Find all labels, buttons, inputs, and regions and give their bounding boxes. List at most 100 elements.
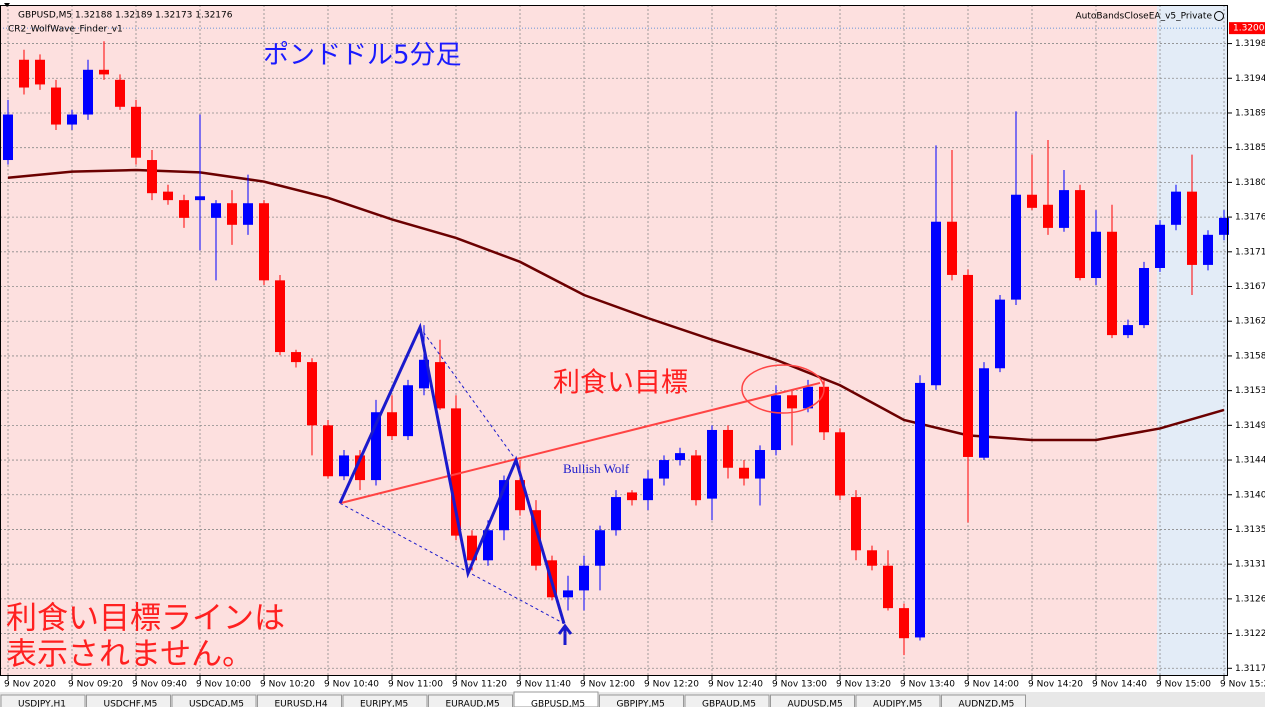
- candle-body: [323, 425, 333, 477]
- target-label: 利食い目標: [553, 368, 688, 399]
- x-tick-label: 9 Nov 14:20: [1028, 680, 1083, 690]
- tab[interactable]: [513, 691, 599, 707]
- candle-body: [483, 530, 493, 561]
- tab[interactable]: [684, 694, 770, 707]
- tab-label[interactable]: AUDUSD,M5: [788, 700, 843, 707]
- x-tick-label: 9 Nov 2020: [4, 680, 56, 690]
- x-tick-label: 9 Nov 12:20: [644, 680, 699, 690]
- candle-body: [1155, 224, 1165, 269]
- candle-body: [803, 386, 813, 409]
- candle-body: [275, 280, 285, 353]
- y-tick-label: 1.3185: [1235, 143, 1265, 153]
- y-tick-label: 1.3194: [1235, 74, 1265, 84]
- tab[interactable]: [599, 694, 684, 707]
- marks: [3, 41, 1229, 656]
- tab-label[interactable]: EURUSD,H4: [275, 700, 328, 707]
- candle-body: [403, 385, 413, 437]
- x-tick-label: 9 Nov 15:00: [1156, 680, 1211, 690]
- x-tick-label: 9 Nov 13:20: [836, 680, 891, 690]
- candle-body: [515, 480, 525, 511]
- x-tick-label: 9 Nov 14:40: [1092, 680, 1147, 690]
- y-tick-label: 1.3135: [1235, 525, 1265, 535]
- tab-label[interactable]: GBPAUD,M5: [702, 700, 756, 707]
- tab[interactable]: [770, 694, 855, 707]
- y-tick-label: 1.3149: [1235, 421, 1265, 431]
- candle-body: [99, 69, 109, 75]
- candle-body: [611, 497, 621, 531]
- x-tick-label: 9 Nov 13:00: [772, 680, 827, 690]
- candle-body: [1059, 190, 1069, 228]
- tab-label[interactable]: AUDJPY,M5: [873, 700, 922, 707]
- candle-body: [1123, 325, 1133, 336]
- candle-body: [83, 69, 93, 115]
- tab[interactable]: [171, 694, 257, 707]
- y-tick-label: 1.3180: [1235, 178, 1265, 188]
- y-tick-label: 1.3189: [1235, 108, 1265, 118]
- tab-label[interactable]: EURAUD,M5: [446, 700, 500, 707]
- tab-label[interactable]: USDJPY,H1: [18, 700, 66, 707]
- ea-label: AutoBandsCloseEA_v5_Private: [1076, 12, 1213, 22]
- candle-body: [147, 160, 157, 194]
- candle-body: [899, 608, 909, 639]
- candle-body: [627, 492, 637, 501]
- tab[interactable]: [855, 694, 941, 707]
- candle-body: [787, 395, 797, 409]
- chart-header: GBPUSD,M5 1.32188 1.32189 1.32173 1.3217…: [18, 11, 233, 21]
- candle-body: [659, 460, 669, 479]
- indicator-label: CR2_WolfWave_Finder_v1: [8, 25, 123, 35]
- candle-body: [51, 87, 61, 125]
- smiley-icon: [1214, 11, 1224, 21]
- candle-body: [1027, 194, 1037, 208]
- candle-body: [179, 200, 189, 218]
- candle-body: [291, 352, 301, 363]
- y-tick-label: 1.3171: [1235, 247, 1265, 257]
- y-tick-label: 1.3153: [1235, 386, 1265, 396]
- candle-body: [1171, 191, 1181, 225]
- tab-label[interactable]: USDCAD,M5: [189, 700, 244, 707]
- y-tick-label: 1.3122: [1235, 629, 1265, 639]
- candle-body: [707, 429, 717, 499]
- candle-body: [1107, 231, 1117, 336]
- tab[interactable]: [342, 694, 428, 707]
- tab-label[interactable]: AUDNZD,M5: [959, 700, 1015, 707]
- candle-body: [675, 453, 685, 461]
- candle-body: [1091, 231, 1101, 279]
- candle-body: [835, 432, 845, 496]
- plot-frame: [0, 5, 1228, 676]
- tab-label[interactable]: USDCHF,M5: [104, 700, 158, 707]
- wolf-dashed: [339, 502, 565, 624]
- candle-body: [499, 480, 509, 531]
- candle-body: [963, 274, 973, 457]
- candle-body: [163, 191, 173, 201]
- tab[interactable]: [257, 694, 342, 707]
- x-tick-label: 9 Nov 12:00: [580, 680, 635, 690]
- tab[interactable]: [86, 694, 171, 707]
- tab[interactable]: [0, 694, 86, 707]
- tab-label[interactable]: EURJPY,M5: [360, 700, 408, 707]
- candle-body: [723, 429, 733, 468]
- target-ellipse: [741, 364, 825, 414]
- candle-body: [739, 467, 749, 479]
- tab-label[interactable]: GBPUSD,M5: [531, 700, 585, 707]
- y-tick-label: 1.3144: [1235, 456, 1265, 466]
- candle-body: [867, 550, 877, 566]
- candle-body: [771, 395, 781, 451]
- grid: 1.3198 1.3194 1.3189 1.3185 1.3180 1.3176 1.31…: [0, 5, 1265, 690]
- tab[interactable]: [941, 694, 1026, 707]
- candle-body: [563, 590, 573, 598]
- candle-body: [131, 106, 141, 158]
- plot-background: [0, 5, 1228, 676]
- tab-label[interactable]: GBPJPY,M5: [617, 700, 665, 707]
- tab[interactable]: [428, 694, 513, 707]
- candle-body: [339, 455, 349, 477]
- x-tick-label: 9 Nov 11:00: [388, 680, 443, 690]
- candle-body: [1187, 191, 1197, 265]
- candle-body: [531, 510, 541, 566]
- x-tick-label: 9 Nov 10:00: [196, 680, 251, 690]
- candle-body: [3, 114, 13, 161]
- price-marker: [1229, 22, 1265, 35]
- y-tick-label: 1.3131: [1235, 560, 1265, 570]
- x-tick-label: 9 Nov 15:2: [1220, 680, 1265, 690]
- candle-body: [259, 203, 269, 281]
- plot-area: [0, 5, 1228, 676]
